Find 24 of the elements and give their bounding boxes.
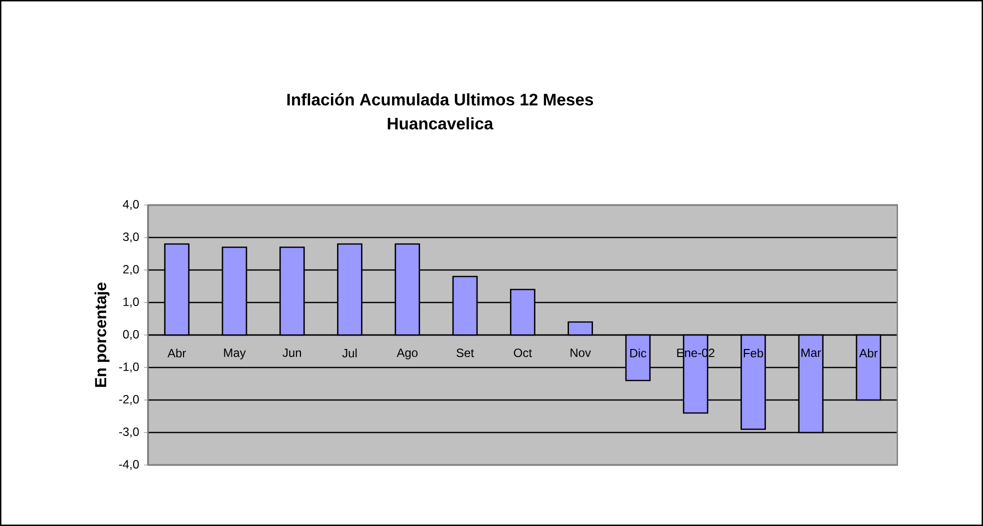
x-tick-label: Jun	[282, 348, 301, 357]
x-tick-label: Set	[456, 348, 474, 358]
y-tick-label: 4,0	[122, 200, 139, 210]
x-tick-label: Ago	[396, 348, 418, 360]
x-tick-label: Nov	[570, 348, 591, 357]
x-tick-label: Abr	[168, 348, 186, 358]
y-tick-label: 2,0	[123, 265, 139, 275]
y-axis-title: En porcentaje	[94, 282, 110, 387]
y-tick-label: -2,0	[119, 395, 139, 405]
x-tick-label: Dic	[630, 348, 646, 358]
x-tick-label: Feb	[744, 348, 764, 358]
y-tick-label: 0,0	[123, 330, 139, 340]
chart-title: Inflación Acumulada Ultimos 12 Meses	[287, 93, 594, 106]
chart-subtitle: Huancavelica	[388, 117, 494, 130]
x-tick-label: Oct	[514, 348, 532, 358]
y-tick-label: -1,0	[119, 362, 139, 372]
y-tick-label: -4,0	[119, 460, 139, 470]
x-tick-label: May	[224, 348, 246, 360]
y-tick-label: -3,0	[119, 428, 139, 438]
x-tick-label: Mar	[802, 348, 822, 357]
y-tick-label: 3,0	[123, 232, 139, 242]
y-tick-label: 1,0	[124, 298, 139, 308]
x-tick-label: Jul	[342, 348, 357, 358]
x-tick-label: Abr	[859, 348, 878, 358]
